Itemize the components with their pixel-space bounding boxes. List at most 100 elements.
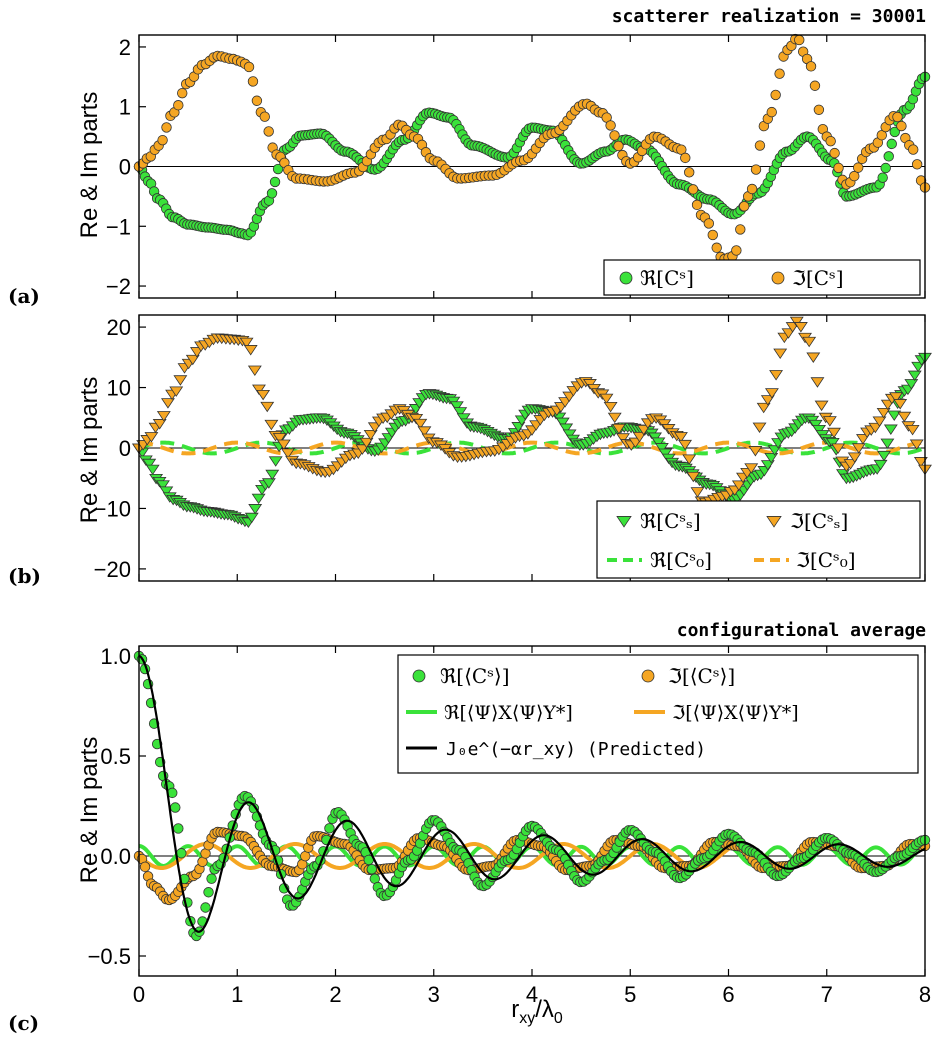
data-point [911, 159, 923, 170]
data-point [896, 120, 907, 132]
data-point [711, 242, 722, 253]
data-point [766, 106, 777, 118]
data-point [611, 423, 626, 435]
data-point [562, 429, 577, 440]
x-tick-label: 1 [231, 982, 243, 1007]
data-point [739, 201, 750, 212]
data-point [806, 352, 821, 363]
data-point [887, 410, 902, 422]
data-point [161, 398, 175, 409]
data-point [247, 76, 259, 87]
data-point [359, 437, 374, 449]
panel-0: 2 1 0 −1 −2 ℜ[Cˢ] ℑ[Cˢ] [106, 33, 931, 299]
panel-a-label: (a) [8, 284, 40, 308]
data-point [145, 464, 160, 476]
y-tick-label: −2 [106, 274, 131, 299]
series-j0-predicted [138, 654, 926, 933]
data-point [161, 122, 172, 133]
data-point [880, 162, 891, 174]
data-point [756, 402, 771, 414]
data-point [177, 87, 188, 99]
data-point [417, 426, 432, 437]
data-point [886, 138, 897, 150]
y-tick-label: 1 [119, 95, 131, 120]
data-point [173, 823, 184, 834]
panel-c-ylabel: Re & Im parts [76, 737, 103, 884]
data-point [244, 512, 259, 524]
data-point [616, 433, 630, 444]
data-point [280, 448, 295, 459]
data-point [152, 419, 167, 430]
data-point [552, 412, 567, 423]
data-point [169, 386, 184, 397]
y-tick-label: −20 [94, 557, 131, 582]
data-point [170, 802, 181, 813]
data-point [636, 424, 651, 436]
legend-label: ℜ[Cˢₛ] [640, 509, 701, 533]
series-im-css [132, 316, 932, 509]
series-im-c0s [139, 440, 925, 456]
data-point [752, 422, 767, 433]
panel-a-ylabel: Re & Im parts [76, 92, 103, 239]
data-point [156, 411, 171, 422]
data-point [555, 417, 570, 429]
legend-label: ℑ[⟨Ψ⟩X⟨Ψ⟩Y*] [672, 702, 799, 724]
data-point [651, 437, 666, 448]
panel-2: 1.0 0.5 0.0 −0.50 1 2 3 4 5 6 7 8 ℜ[⟨Cˢ⟩] ℑ[⟨Cˢ⟩] ℜ[⟨Ψ… [88, 644, 932, 1007]
data-point [809, 80, 821, 91]
data-point [260, 401, 275, 413]
data-point [897, 411, 912, 423]
data-point [200, 902, 211, 913]
data-point [157, 134, 168, 146]
panel-1: 20 10 0 −10 −20 ℜ[Cˢₛ] ℑ[Cˢₛ] ℜ[Cˢ₀] ℑ[Cˢ₀] [94, 314, 932, 582]
data-point [825, 135, 836, 147]
data-point [814, 400, 829, 412]
y-tick-label: 20 [107, 315, 131, 340]
legend-label: ℜ[⟨Cˢ⟩] [440, 664, 510, 688]
data-point [684, 167, 695, 178]
data-point [793, 322, 808, 333]
data-point [825, 437, 840, 449]
data-point [269, 176, 281, 188]
data-point [243, 345, 258, 356]
data-point [676, 144, 687, 155]
data-point [750, 164, 762, 175]
data-point [658, 448, 673, 460]
data-point [707, 229, 718, 241]
data-point [691, 199, 703, 211]
data-point [599, 393, 614, 405]
data-point [731, 245, 742, 256]
x-tick-label: 0 [133, 982, 145, 1007]
panel-b-label: (b) [8, 564, 41, 588]
data-point [880, 438, 895, 450]
panel-b-ylabel: Re & Im parts [76, 377, 103, 524]
y-tick-label: 0.5 [100, 744, 131, 769]
data-point [905, 424, 920, 436]
data-point [248, 504, 263, 515]
data-point [770, 89, 781, 101]
data-point [654, 443, 669, 454]
data-point [808, 419, 823, 431]
legend-label: ℑ[⟨Cˢ⟩] [668, 664, 735, 688]
data-point [206, 873, 217, 884]
data-point [831, 443, 846, 454]
data-point [907, 370, 922, 382]
data-point [686, 471, 701, 483]
data-point [559, 423, 574, 434]
data-point [904, 379, 919, 390]
data-point [263, 126, 274, 137]
legend-marker [641, 669, 655, 683]
data-point [873, 459, 888, 471]
data-point [680, 152, 691, 164]
data-point [239, 337, 254, 349]
data-point [889, 126, 900, 138]
data-point [843, 459, 858, 470]
data-point [764, 388, 779, 399]
data-point [774, 68, 785, 79]
data-point [851, 443, 866, 454]
legend-label: ℑ[Cˢₛ] [790, 509, 848, 533]
data-point [632, 431, 647, 443]
legend-label: J₀e^(−αr_xy) (Predicted) [446, 739, 706, 760]
x-tick-label: 4 [526, 982, 538, 1007]
legend-marker [771, 271, 785, 285]
